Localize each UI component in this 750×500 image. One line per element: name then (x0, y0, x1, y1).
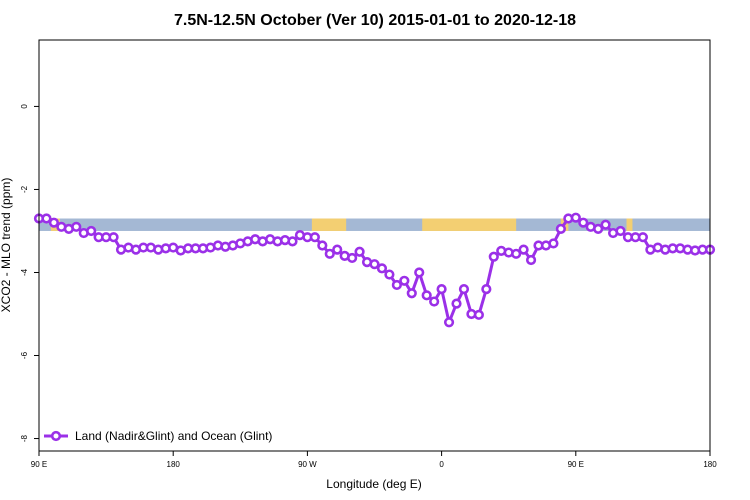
data-point (578, 217, 589, 228)
y-tick-label: -4 (20, 268, 29, 276)
data-point (525, 254, 537, 266)
data-point (287, 236, 298, 247)
data-point (481, 283, 492, 295)
land-segment (626, 218, 633, 231)
plot-frame (38, 39, 711, 452)
x-tick-label: 90 E (31, 460, 47, 469)
ocean-band (39, 218, 710, 231)
x-axis-label: Longitude (deg E) (326, 477, 421, 491)
data-point (108, 232, 119, 243)
x-tick-label: 180 (167, 460, 181, 469)
y-tick-label: -8 (20, 434, 29, 442)
data-point (600, 219, 611, 230)
data-point (399, 275, 410, 286)
data-point (637, 232, 649, 243)
data-point (347, 252, 358, 264)
x-axis-ticks: 90 E 180 90 W 0 90 E 180 (31, 451, 717, 469)
y-axis-ticks: 0 -2 -4 -6 -8 (20, 104, 39, 442)
land-segment (422, 218, 517, 231)
data-point (421, 290, 432, 301)
data-point (429, 296, 440, 307)
data-point (570, 212, 581, 223)
data-point (555, 223, 566, 234)
y-tick-label: -2 (20, 185, 29, 193)
data-point (86, 225, 97, 237)
data-point (615, 225, 626, 237)
data-point (414, 267, 425, 278)
data-point (436, 283, 447, 295)
land-segment (311, 218, 347, 231)
data-point (488, 251, 499, 262)
legend-marker (50, 430, 62, 442)
data-point (384, 269, 395, 280)
y-axis-label: XCO2 - MLO trend (ppm) (0, 178, 13, 313)
data-point (324, 248, 335, 259)
data-point (317, 240, 328, 251)
data-point (48, 217, 60, 228)
legend: Land (Nadir&Glint) and Ocean (Glint) (44, 429, 272, 443)
data-point (511, 248, 522, 259)
x-tick-label: 90 E (568, 460, 584, 469)
data-point (406, 288, 417, 299)
data-point (451, 298, 462, 309)
data-point (332, 244, 343, 255)
data-point (391, 279, 402, 291)
legend-label: Land (Nadir&Glint) and Ocean (Glint) (75, 429, 272, 443)
data-point (458, 283, 470, 295)
data-point (354, 246, 365, 257)
data-point (518, 244, 529, 255)
data-point (376, 263, 388, 274)
data-point (593, 223, 604, 234)
data-point (473, 309, 484, 320)
y-tick-label: 0 (20, 104, 29, 109)
data-point (41, 213, 52, 224)
data-point (443, 317, 455, 328)
x-tick-label: 0 (439, 460, 444, 469)
y-tick-label: -6 (20, 351, 29, 359)
x-tick-label: 180 (703, 460, 717, 469)
data-point (369, 259, 380, 270)
data-point (309, 232, 320, 243)
data-point (71, 221, 82, 232)
data-point (548, 238, 559, 249)
chart-title: 7.5N-12.5N October (Ver 10) 2015-01-01 t… (174, 12, 576, 29)
x-tick-label: 90 W (298, 460, 317, 469)
